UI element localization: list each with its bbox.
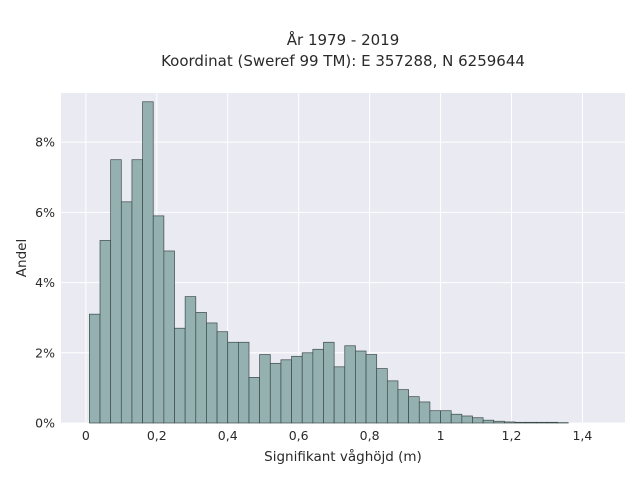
histogram-bar — [206, 322, 218, 424]
histogram-bar — [355, 350, 367, 424]
chart-subtitle: Koordinat (Sweref 99 TM): E 357288, N 62… — [161, 52, 525, 70]
histogram-bar — [397, 389, 409, 424]
x-tick-label: 1 — [437, 428, 445, 443]
y-tick-label: 4% — [35, 275, 55, 290]
y-axis-label: Andel — [14, 239, 30, 277]
histogram-bar — [301, 352, 314, 424]
histogram-bar — [259, 354, 271, 424]
histogram-bar — [333, 366, 346, 424]
y-axis-ticks: 0% 2% 4% 6% 8% — [35, 135, 55, 431]
histogram-bar — [184, 296, 197, 424]
x-axis-label: Signifikant våghöjd (m) — [264, 448, 422, 465]
x-tick-label: 0,4 — [218, 428, 238, 443]
histogram-bar — [472, 417, 484, 424]
histogram-bar — [482, 419, 495, 424]
histogram-bar — [323, 341, 335, 424]
histogram-bar — [525, 421, 537, 424]
histogram-bar — [227, 341, 239, 424]
x-tick-label: 0,6 — [289, 428, 309, 443]
x-tick-label: 1,4 — [572, 428, 592, 443]
histogram-bars — [89, 101, 569, 424]
histogram-bar — [248, 377, 260, 424]
histogram-bar — [493, 420, 505, 424]
histogram-bar — [280, 359, 292, 424]
histogram-bar — [386, 380, 399, 424]
histogram-bar — [535, 421, 548, 424]
histogram-bar — [89, 313, 101, 424]
y-tick-label: 2% — [35, 345, 55, 360]
histogram-bar — [418, 401, 431, 424]
x-axis-ticks: 0 0,2 0,4 0,6 0,8 1 1,2 1,4 — [82, 428, 593, 443]
histogram-bar — [291, 355, 303, 424]
histogram-bar — [376, 368, 388, 424]
histogram-bar — [99, 240, 112, 424]
histogram-bar — [504, 421, 516, 424]
x-tick-label: 0 — [82, 428, 90, 443]
histogram-bar — [142, 101, 154, 424]
x-tick-label: 0,2 — [147, 428, 167, 443]
histogram-bar — [429, 410, 441, 424]
histogram-bar — [344, 345, 356, 424]
histogram-bar — [514, 421, 527, 424]
histogram-bar — [269, 362, 282, 424]
histogram-bar — [440, 410, 452, 424]
histogram-bar — [131, 159, 143, 424]
histogram-bar — [312, 348, 324, 424]
histogram-bar — [195, 312, 207, 424]
histogram-bar — [450, 413, 463, 424]
y-tick-label: 8% — [35, 135, 55, 150]
chart-title: År 1979 - 2019 — [287, 30, 400, 49]
histogram-bar — [152, 215, 165, 424]
histogram-bar — [163, 250, 175, 424]
x-tick-label: 0,8 — [360, 428, 380, 443]
histogram-bar — [110, 159, 122, 424]
y-tick-label: 6% — [35, 205, 55, 220]
histogram-bar — [365, 354, 378, 424]
y-tick-label: 0% — [35, 416, 55, 431]
histogram-bar — [461, 415, 473, 424]
histogram-bar — [408, 396, 420, 424]
histogram-bar — [238, 341, 250, 424]
histogram-bar — [174, 327, 186, 424]
histogram-bar — [546, 421, 558, 424]
histogram-bar — [120, 201, 133, 424]
histogram-bar — [216, 331, 229, 424]
x-tick-label: 1,2 — [502, 428, 522, 443]
